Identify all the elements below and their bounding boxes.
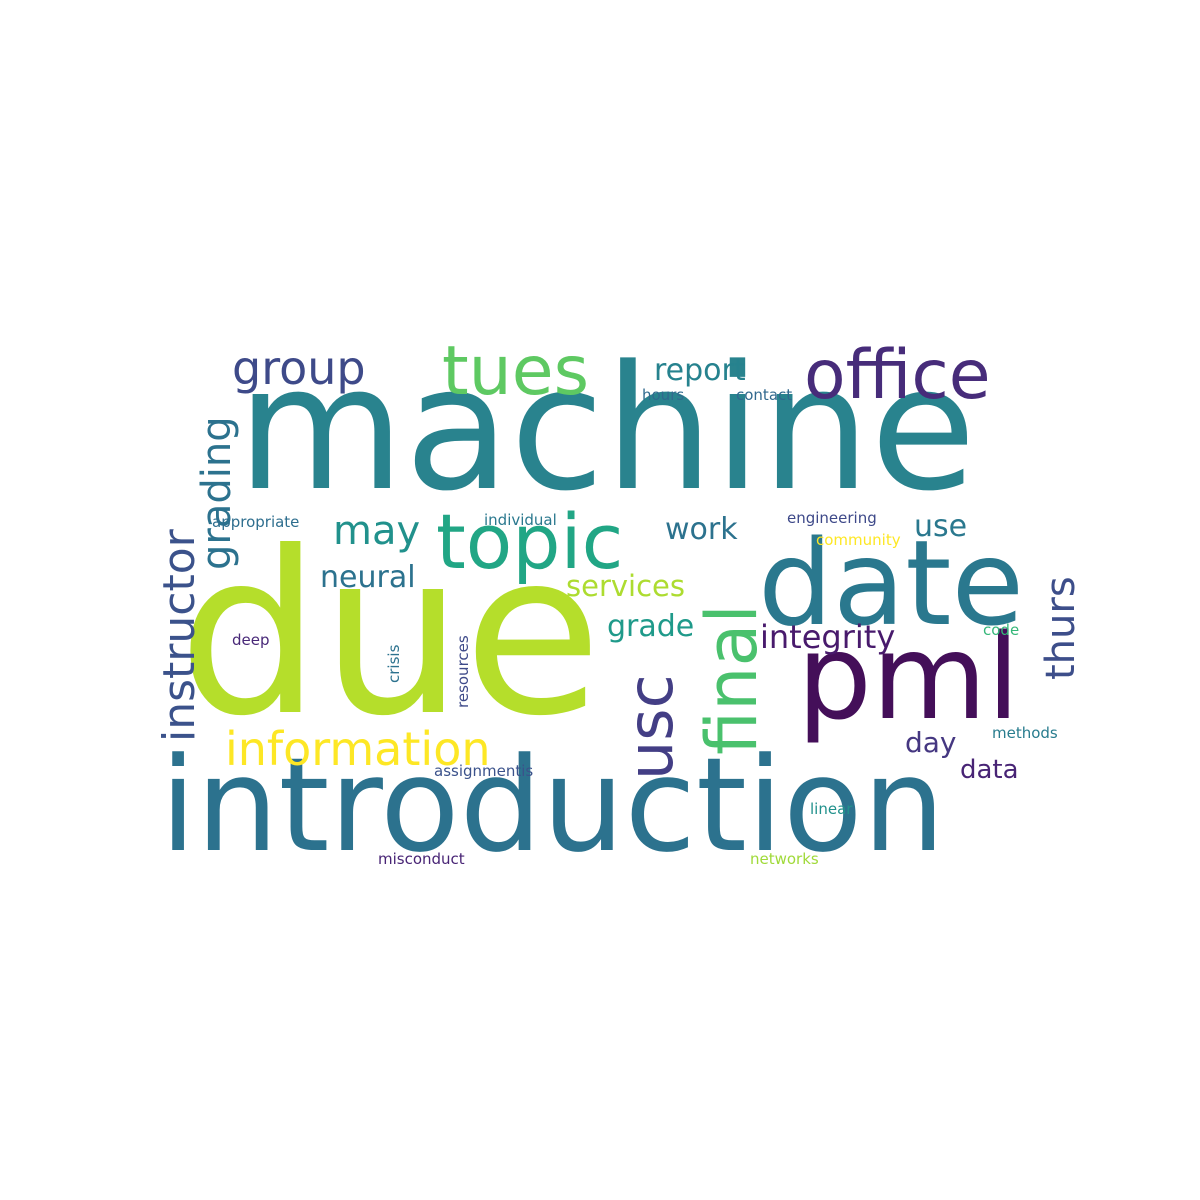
word-integrity: integrity [760, 618, 895, 656]
word-linear: linear [810, 800, 853, 818]
word-machine: machine [237, 328, 976, 529]
word-usc: usc [614, 674, 687, 780]
word-grade: grade [607, 609, 694, 644]
word-resources: resources [454, 635, 472, 708]
word-thurs: thurs [1038, 576, 1084, 680]
word-day: day [905, 726, 957, 759]
word-contact: contact [736, 386, 792, 404]
word-networks: networks [750, 850, 819, 868]
word-tues: tues [442, 332, 589, 411]
word-methods: methods [992, 724, 1058, 742]
word-misconduct: misconduct [378, 850, 465, 868]
word-appropriate: appropriate [212, 513, 299, 531]
word-instructor: instructor [154, 528, 205, 742]
word-use: use [914, 509, 967, 544]
word-individual: individual [484, 511, 557, 529]
word-date: date [758, 514, 1024, 652]
word-data: data [960, 755, 1019, 785]
word-report: report [654, 353, 746, 388]
word-community: community [816, 531, 901, 549]
word-topic: topic [436, 497, 623, 586]
word-office: office [804, 336, 991, 415]
word-final: final [691, 604, 773, 755]
word-may: may [333, 508, 420, 554]
word-crisis: crisis [385, 644, 403, 683]
word-pml: pml [797, 608, 1020, 746]
word-work: work [665, 512, 738, 547]
word-neural: neural [320, 560, 416, 595]
word-engineering: engineering [787, 509, 877, 527]
word-deep: deep [232, 631, 270, 649]
word-information: information [225, 722, 491, 776]
word-due: due [178, 504, 602, 766]
word-grading: grading [194, 416, 240, 570]
word-introduction: introduction [160, 729, 945, 881]
word-code: code [983, 621, 1019, 639]
word-services: services [566, 569, 685, 603]
word-hours: hours [642, 386, 684, 404]
word-assignmentis: assignmentis [434, 762, 533, 780]
word-group: group [232, 341, 366, 395]
